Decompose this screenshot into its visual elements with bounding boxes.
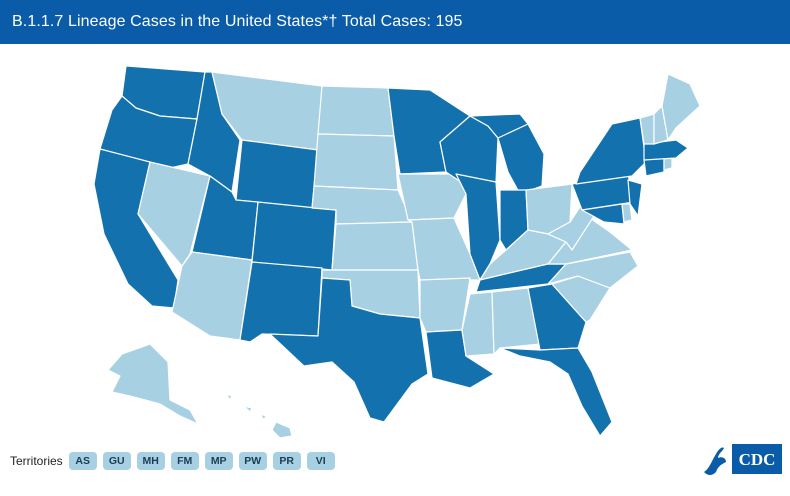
state-FL[interactable] xyxy=(499,347,613,437)
state-AL[interactable] xyxy=(491,287,541,355)
state-CO[interactable] xyxy=(251,201,337,271)
state-AK[interactable] xyxy=(107,343,199,425)
territory-VI[interactable]: VI xyxy=(306,452,335,470)
state-DE[interactable] xyxy=(621,203,633,223)
state-ND[interactable] xyxy=(317,85,395,137)
state-SD[interactable] xyxy=(313,133,399,191)
map-title: B.1.1.7 Lineage Cases in the United Stat… xyxy=(0,0,790,44)
state-HI[interactable] xyxy=(225,393,293,439)
territory-MH[interactable]: MH xyxy=(136,452,165,470)
territory-MP[interactable]: MP xyxy=(204,452,233,470)
state-MI[interactable] xyxy=(469,113,545,195)
state-AZ[interactable] xyxy=(171,251,253,341)
territory-FM[interactable]: FM xyxy=(170,452,199,470)
cdc-box-icon xyxy=(732,444,782,474)
hhs-eagle-icon xyxy=(704,447,726,475)
state-IA[interactable] xyxy=(397,173,467,221)
territories-label: Territories xyxy=(10,454,63,468)
state-GA[interactable] xyxy=(527,283,587,351)
state-WY[interactable] xyxy=(235,139,319,209)
state-KS[interactable] xyxy=(331,221,419,271)
state-AR[interactable] xyxy=(419,277,471,333)
cdc-logo-text: CDC xyxy=(739,450,776,469)
state-TX[interactable] xyxy=(269,277,429,423)
territories-bar: Territories AS GU MH FM MP PW PR VI xyxy=(10,452,341,470)
state-NJ[interactable] xyxy=(627,179,643,217)
territory-AS[interactable]: AS xyxy=(68,452,97,470)
us-map-svg xyxy=(93,65,701,439)
territory-GU[interactable]: GU xyxy=(102,452,131,470)
state-MD[interactable] xyxy=(581,203,625,225)
footer: Territories AS GU MH FM MP PW PR VI CDC xyxy=(0,444,790,496)
state-MA[interactable] xyxy=(643,139,689,161)
cdc-logo: CDC xyxy=(704,444,782,475)
us-map xyxy=(0,44,790,444)
state-NY[interactable] xyxy=(575,117,647,185)
territory-PR[interactable]: PR xyxy=(272,452,301,470)
state-ME[interactable] xyxy=(661,73,701,141)
state-NM[interactable] xyxy=(239,261,323,343)
state-MS[interactable] xyxy=(461,291,495,357)
territory-PW[interactable]: PW xyxy=(238,452,267,470)
